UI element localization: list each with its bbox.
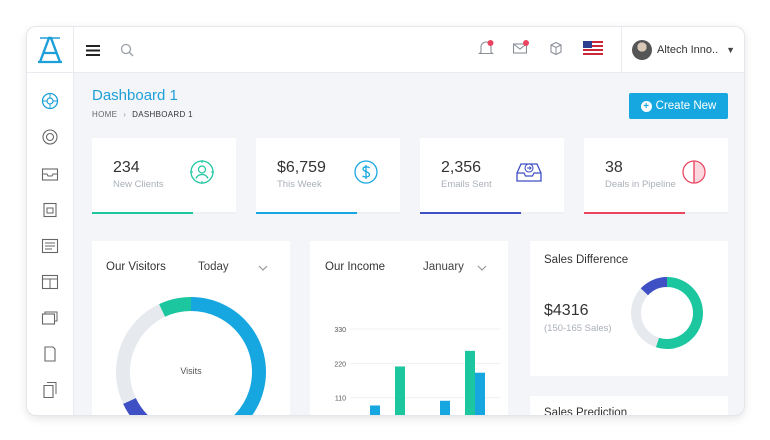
top-bar: Altech Inno.. ▼: [27, 27, 744, 73]
visitors-donut: [116, 297, 266, 415]
y-tick-label: 330: [334, 327, 346, 334]
income-card: Our Income January 110 220 330: [310, 241, 508, 415]
income-period-select[interactable]: January: [423, 261, 464, 273]
sidebar-item-copy[interactable]: [40, 380, 60, 400]
breadcrumb: HOME › DASHBOARD 1: [92, 110, 193, 119]
sidebar: [27, 73, 74, 415]
breadcrumb-current: DASHBOARD 1: [132, 110, 193, 119]
user-name: Altech Inno..: [657, 44, 719, 56]
donut-slice-blue: [190, 297, 266, 415]
sales-prediction-card: Sales Prediction: [530, 396, 728, 415]
visitors-title: Our Visitors: [106, 261, 166, 273]
chevron-down-icon[interactable]: [477, 265, 487, 271]
bell-icon[interactable]: [476, 38, 496, 58]
stat-label: New Clients: [113, 179, 164, 190]
breadcrumb-home[interactable]: HOME: [92, 110, 118, 119]
bar-4-2: [475, 372, 485, 415]
stat-value: $6,759: [277, 159, 326, 176]
stat-progress: [584, 212, 728, 214]
sidebar-item-dashboard[interactable]: [40, 91, 60, 111]
donut-slice-indigo: [123, 397, 148, 415]
donut-slice-teal: [159, 297, 192, 317]
sales-difference-title: Sales Difference: [544, 254, 629, 266]
bar-2-1: [395, 366, 405, 415]
stat-card-deals: 38 Deals in Pipeline: [584, 138, 728, 214]
inbox-tray-icon: [41, 168, 59, 181]
sales-difference-note: (150-165 Sales): [544, 323, 612, 334]
sidebar-item-target[interactable]: [40, 127, 60, 147]
page-icon: [44, 346, 56, 362]
stat-value: 38: [605, 159, 623, 176]
income-bar-chart: 110 220 330: [334, 327, 500, 415]
sidebar-item-page[interactable]: [40, 344, 60, 364]
stat-card-new-clients: 234 New Clients: [92, 138, 236, 214]
stat-progress: [256, 212, 400, 214]
sidebar-item-list[interactable]: [40, 236, 60, 256]
menu-icon[interactable]: [83, 40, 103, 60]
donut-slice-indigo: [640, 277, 668, 296]
user-circle-icon: [190, 160, 214, 184]
y-tick-label: 110: [335, 396, 346, 403]
stat-card-this-week: $6,759 This Week: [256, 138, 400, 214]
sidebar-item-table[interactable]: [40, 272, 60, 292]
target-icon: [42, 129, 58, 145]
copy-icon: [43, 382, 57, 399]
create-new-label: Create New: [655, 100, 717, 112]
stat-card-emails-sent: 2,356 Emails Sent: [420, 138, 564, 214]
list-icon: [41, 238, 59, 254]
box-icon[interactable]: [546, 38, 566, 58]
stat-progress: [92, 212, 236, 214]
stat-value: 234: [113, 159, 140, 176]
stat-value: 2,356: [441, 159, 482, 176]
sidebar-item-layers[interactable]: [40, 308, 60, 328]
chevron-down-icon: ▼: [726, 45, 736, 55]
donut-slice-gray: [631, 288, 660, 348]
chevron-down-icon[interactable]: [258, 265, 268, 271]
layers-icon: [41, 311, 58, 325]
dashboard-icon: [41, 92, 59, 110]
create-new-button[interactable]: + Create New: [629, 93, 728, 119]
bar-1-2: [370, 405, 380, 415]
y-tick-label: 220: [334, 361, 346, 368]
sales-difference-amount: $4316: [544, 302, 589, 319]
inbox-icon: [516, 163, 542, 182]
plus-icon: +: [640, 100, 652, 112]
stat-label: This Week: [277, 179, 322, 190]
sales-difference-card: Sales Difference $4316 (150-165 Sales): [530, 241, 728, 376]
dollar-circle-icon: [354, 160, 378, 184]
visitors-period-select[interactable]: Today: [198, 261, 229, 273]
income-title: Our Income: [325, 261, 386, 273]
app-window: Altech Inno.. ▼ D: [27, 27, 744, 415]
logo-icon: [38, 36, 62, 64]
half-circle-icon: [682, 160, 706, 184]
bar-4-1: [465, 350, 475, 415]
sidebar-item-board[interactable]: [40, 200, 60, 220]
bar-3-2: [440, 400, 450, 415]
us-flag-icon[interactable]: [582, 40, 604, 56]
visitors-center-label: Visits: [180, 366, 202, 376]
sidebar-item-inbox[interactable]: [40, 164, 60, 184]
visitors-card: Our Visitors Today Visits: [92, 241, 290, 415]
page-title: Dashboard 1: [92, 87, 178, 104]
avatar: [632, 40, 652, 60]
sales-prediction-title: Sales Prediction: [544, 407, 628, 415]
user-menu[interactable]: Altech Inno.. ▼: [621, 27, 744, 73]
chevron-right-icon: ›: [123, 110, 127, 119]
donut-slice-gray: [116, 304, 166, 404]
sales-difference-donut: [631, 277, 703, 349]
table-icon: [41, 274, 59, 290]
stat-label: Emails Sent: [441, 179, 492, 190]
donut-slice-teal: [655, 277, 703, 349]
logo[interactable]: [27, 27, 74, 73]
mail-icon[interactable]: [511, 38, 531, 58]
stat-progress: [420, 212, 564, 214]
search-icon[interactable]: [117, 40, 137, 60]
board-icon: [43, 202, 57, 218]
stat-label: Deals in Pipeline: [605, 179, 676, 190]
